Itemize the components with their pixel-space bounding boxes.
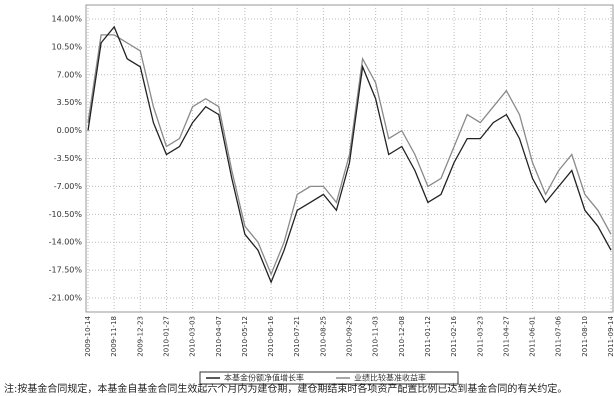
x-tick-label: 2011-07-06 xyxy=(555,315,563,356)
x-tick-label: 2011-09-14 xyxy=(607,315,614,356)
x-tick-label: 2010-07-21 xyxy=(293,316,301,357)
x-tick-label: 2011-04-27 xyxy=(502,316,510,357)
series-line xyxy=(87,34,612,276)
y-tick-label: -14.00% xyxy=(49,238,83,247)
y-tick-label: -17.50% xyxy=(49,266,83,275)
y-tick-label: 3.50% xyxy=(57,98,83,107)
y-tick-label: 7.00% xyxy=(57,70,83,79)
y-tick-label: 10.50% xyxy=(51,42,82,51)
series-line xyxy=(87,25,612,284)
x-tick-label: 2010-01-27 xyxy=(162,316,170,357)
y-tick-label: -3.50% xyxy=(54,154,83,163)
x-tick-label: 2010-05-12 xyxy=(241,316,249,357)
legend-label: 本基金份额净值增长率 xyxy=(224,373,304,383)
x-tick-label: 2010-11-03 xyxy=(372,316,380,357)
x-tick-label: 2011-03-23 xyxy=(476,316,484,357)
legend-label: 业绩比较基准收益率 xyxy=(354,373,426,383)
x-tick-label: 2011-08-10 xyxy=(581,316,589,357)
x-tick-label: 2009-11-18 xyxy=(110,316,118,357)
x-tick-label: 2010-06-16 xyxy=(267,315,275,356)
x-tick-label: 2010-03-03 xyxy=(189,316,197,357)
x-tick-label: 2010-09-29 xyxy=(346,316,354,357)
x-tick-label: 2010-12-08 xyxy=(398,316,406,357)
y-tick-label: -21.00% xyxy=(49,294,83,303)
x-tick-label: 2011-06-01 xyxy=(529,316,537,357)
y-tick-label: -10.50% xyxy=(49,210,83,219)
x-tick-label: 2010-08-25 xyxy=(319,316,327,357)
note: 注:按基金合同规定，本基金自基金合同生效起六个月内为建仓期，建仓期结束时各项资产… xyxy=(4,382,567,395)
legend-box xyxy=(199,371,459,385)
y-tick-label: 0.00% xyxy=(57,126,83,135)
x-tick-label: 2009-12-23 xyxy=(136,316,144,357)
y-tick-label: 14.00% xyxy=(51,14,82,23)
x-tick-label: 2011-01-12 xyxy=(424,316,432,357)
y-tick-label: -7.00% xyxy=(54,182,83,191)
x-tick-label: 2011-02-16 xyxy=(450,315,458,356)
x-tick-label: 2010-04-07 xyxy=(215,316,223,357)
x-tick-label: 2009-10-14 xyxy=(84,315,92,356)
legend: 本基金份额净值增长率 业绩比较基准收益率 xyxy=(199,371,459,385)
